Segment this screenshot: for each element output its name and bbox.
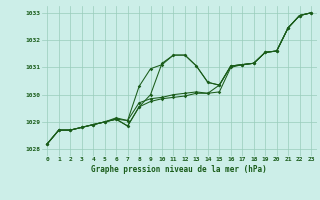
X-axis label: Graphe pression niveau de la mer (hPa): Graphe pression niveau de la mer (hPa) [91, 165, 267, 174]
